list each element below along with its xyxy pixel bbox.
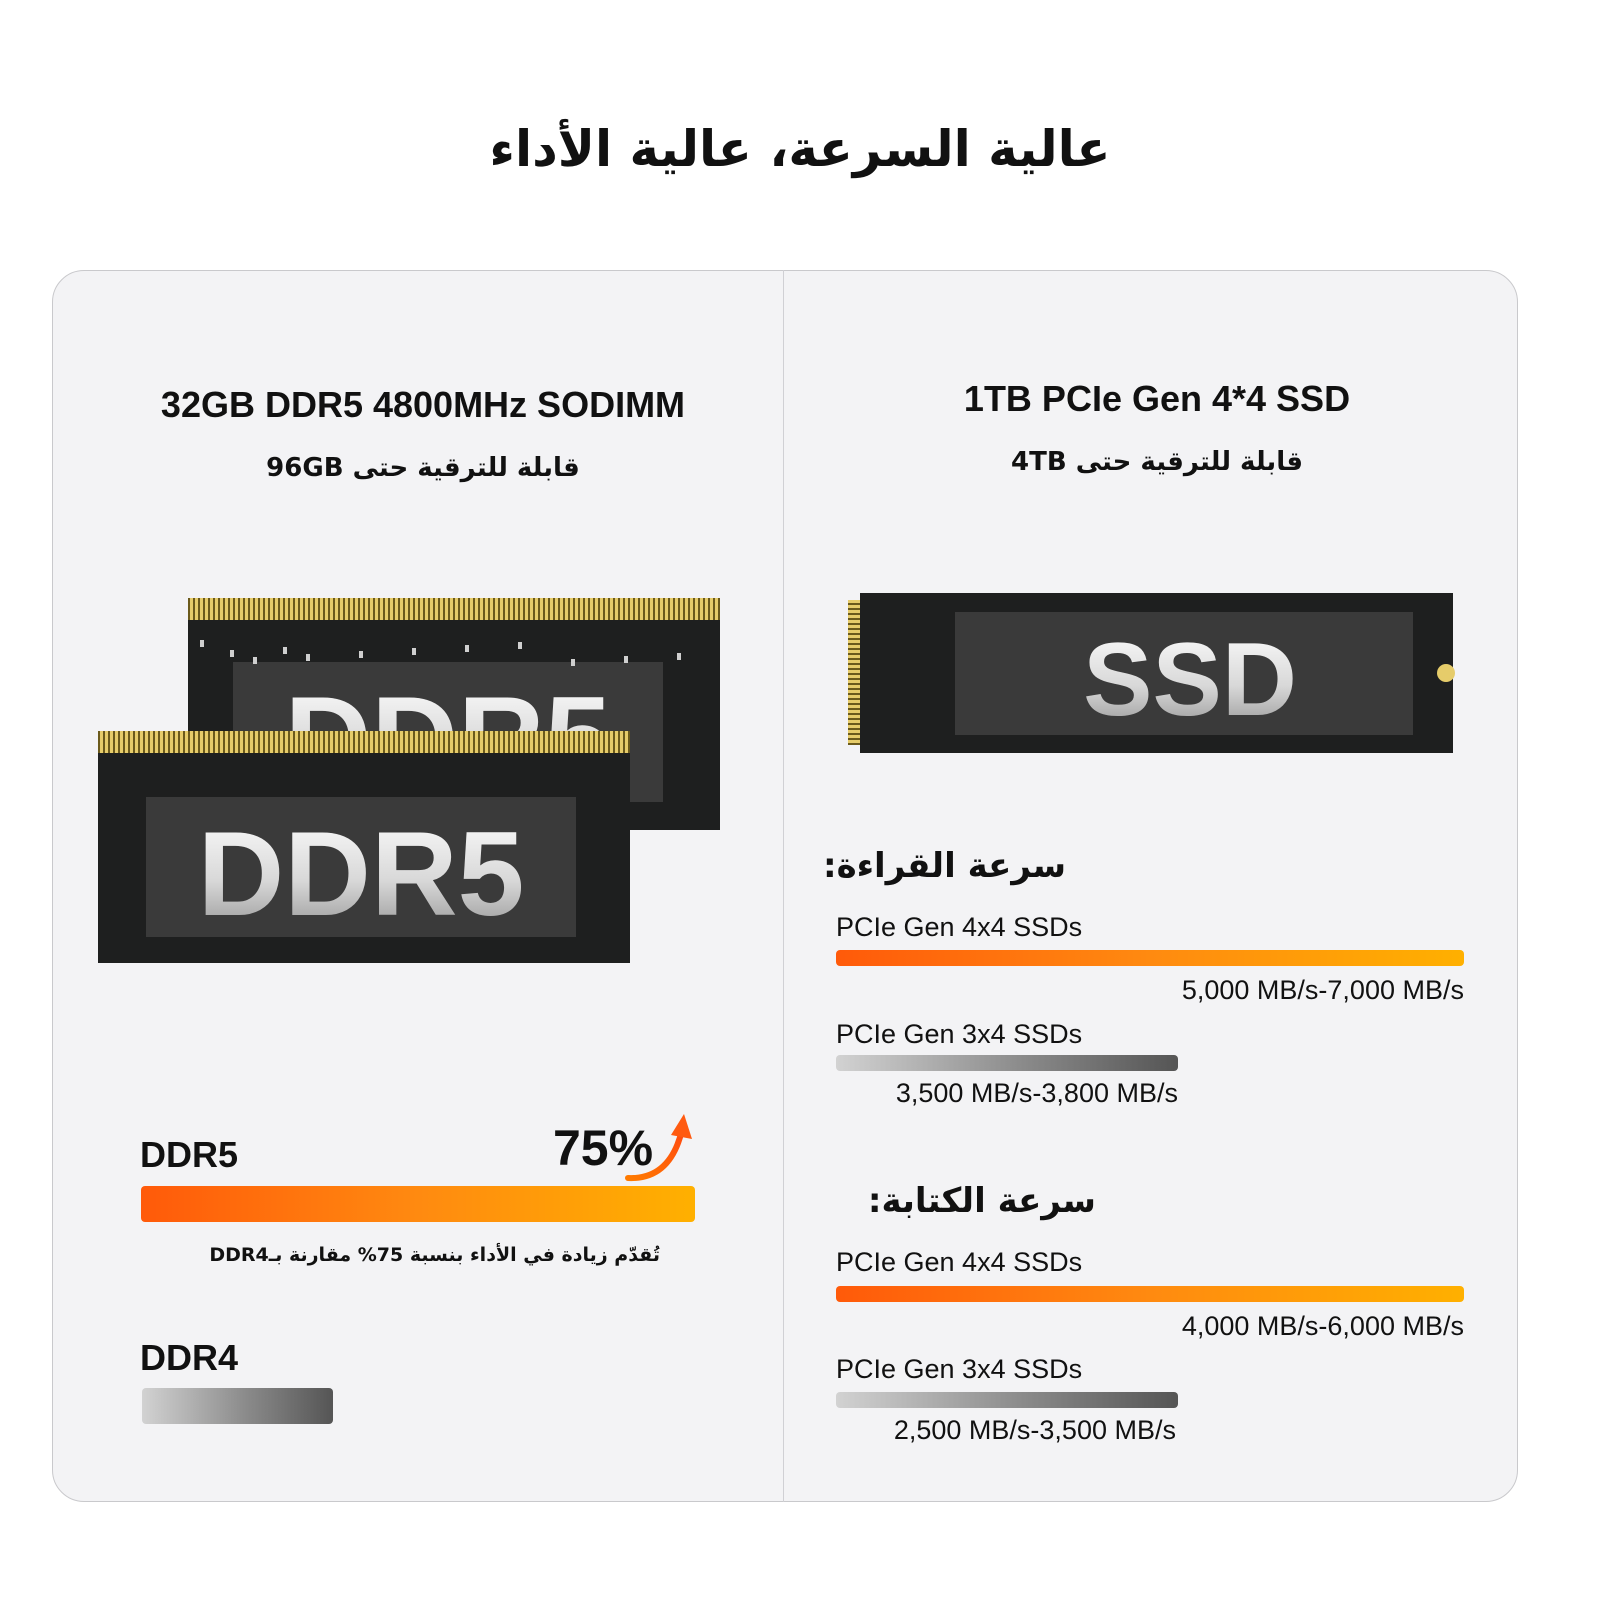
component (571, 659, 575, 666)
divider (783, 270, 784, 1502)
row-label: PCIe Gen 3x4 SSDs (836, 1019, 1083, 1049)
comparison-caption: تُقدّم زيادة في الأداء بنسبة 75% مقارنة … (209, 1244, 660, 1266)
ddr4-label: DDR4 (140, 1337, 239, 1378)
speed-bar (836, 1055, 1178, 1071)
growth-arrow (625, 1127, 685, 1182)
storage-subtitle: قابلة للترقية حتى 4TB (1011, 447, 1303, 477)
component (230, 650, 234, 657)
speed-label: 3,500 MB/s-3,800 MB/s (895, 1078, 1178, 1108)
module-label: SSD (1083, 622, 1297, 738)
module-label: DDR5 (198, 807, 525, 941)
speed-bar (836, 950, 1464, 966)
read-heading: سرعة القراءة: (822, 846, 1066, 886)
component (306, 654, 310, 661)
component (624, 656, 628, 663)
ram-module-front: DDR5 (98, 731, 630, 963)
speed-bar (836, 1286, 1464, 1302)
component (518, 642, 522, 649)
speed-bar (836, 1392, 1178, 1408)
memory-title: 32GB DDR5 4800MHz SODIMM (160, 384, 686, 425)
speed-label: 5,000 MB/s-7,000 MB/s (1181, 975, 1464, 1005)
speed-label: 4,000 MB/s-6,000 MB/s (1181, 1311, 1464, 1341)
ddr5-label: DDR5 (140, 1134, 239, 1175)
component (283, 647, 287, 654)
row-label: PCIe Gen 4x4 SSDs (836, 912, 1083, 942)
ssd-module: SSD (848, 593, 1455, 753)
component (253, 657, 257, 664)
component (465, 645, 469, 652)
component (359, 651, 363, 658)
component (412, 648, 416, 655)
storage-title: 1TB PCIe Gen 4*4 SSD (963, 378, 1351, 419)
growth-arrow-head (671, 1114, 692, 1139)
component (200, 640, 204, 647)
row-label: PCIe Gen 3x4 SSDs (836, 1354, 1083, 1384)
page-title: عالية السرعة، عالية الأداء (489, 120, 1111, 178)
ddr4-bar (142, 1388, 333, 1424)
component (677, 653, 681, 660)
write-heading: سرعة الكتابة: (867, 1181, 1096, 1221)
memory-subtitle: قابلة للترقية حتى 96GB (266, 453, 580, 483)
speed-label: 2,500 MB/s-3,500 MB/s (893, 1415, 1176, 1445)
gain-label: 75% (553, 1120, 654, 1176)
row-label: PCIe Gen 4x4 SSDs (836, 1247, 1083, 1277)
ddr5-bar (141, 1186, 695, 1222)
